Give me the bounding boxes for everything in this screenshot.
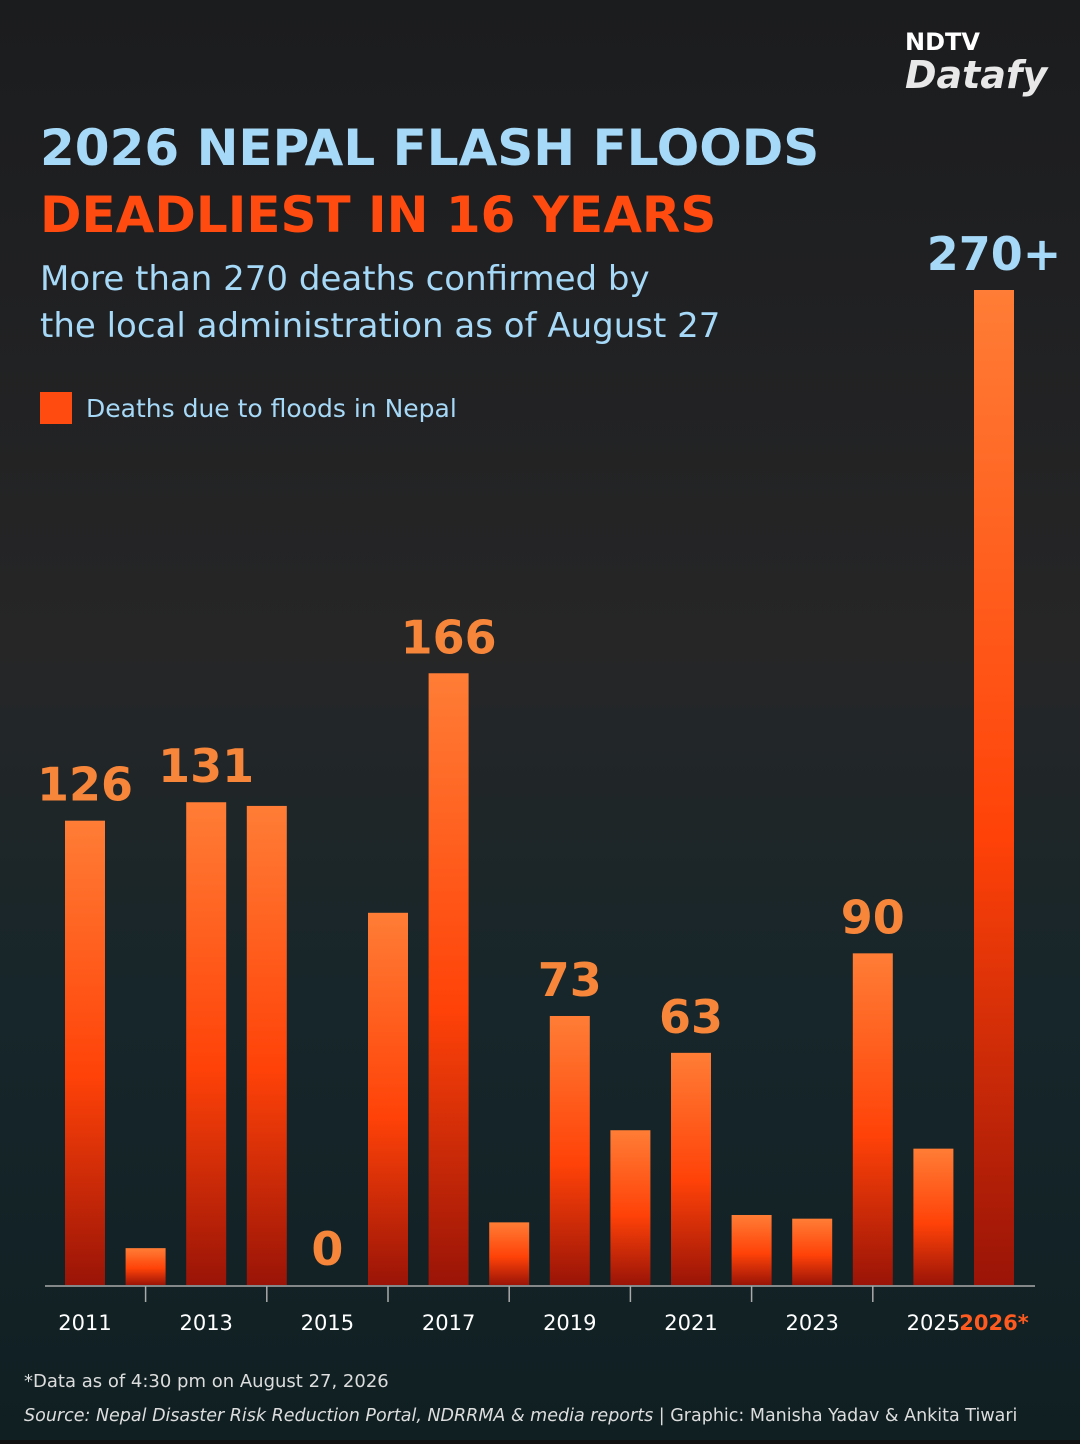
- bar: [125, 1248, 166, 1285]
- brand-bottom: Datafy: [905, 53, 1050, 97]
- bar: [671, 1052, 711, 1285]
- bar: [186, 802, 227, 1285]
- value-label: 63: [659, 990, 723, 1044]
- value-label: 166: [401, 610, 497, 664]
- bar: [974, 290, 1014, 1285]
- source-line: Source: Nepal Disaster Risk Reduction Po…: [24, 1406, 1017, 1426]
- bar: [610, 1130, 651, 1285]
- x-tick-label: 2019: [543, 1311, 596, 1335]
- value-label: 90: [841, 890, 905, 944]
- x-tick-label: 2017: [422, 1311, 475, 1335]
- legend-label: Deaths due to floods in Nepal: [86, 394, 457, 423]
- bar: [549, 1015, 590, 1285]
- bar: [65, 820, 105, 1285]
- title-highlight: DEADLIEST IN 16 YEARS: [40, 186, 716, 244]
- x-tick-label: 2025: [907, 1311, 960, 1335]
- value-label: 0: [311, 1222, 343, 1276]
- bar: [731, 1214, 772, 1285]
- bar: [489, 1222, 530, 1285]
- bar: [368, 912, 408, 1285]
- bar: [246, 805, 287, 1285]
- brand-top: NDTV: [905, 28, 980, 56]
- bar: [913, 1148, 954, 1285]
- footnote: *Data as of 4:30 pm on August 27, 2026: [24, 1371, 389, 1392]
- value-label: 73: [538, 953, 602, 1007]
- x-tick-label: 2021: [664, 1311, 717, 1335]
- value-label: 126: [37, 758, 133, 812]
- value-label: 131: [158, 739, 254, 793]
- x-tick-label: 2026*: [959, 1311, 1028, 1335]
- legend-swatch: [40, 392, 72, 424]
- x-tick-label: 2013: [179, 1311, 232, 1335]
- x-tick-label: 2011: [58, 1311, 111, 1335]
- bar: [428, 673, 469, 1285]
- credit: | Graphic: Manisha Yadav & Ankita Tiwari: [659, 1406, 1018, 1426]
- source: Source: Nepal Disaster Risk Reduction Po…: [24, 1406, 653, 1426]
- subtitle: More than 270 deaths confirmed by: [40, 259, 650, 299]
- subtitle: the local administration as of August 27: [40, 306, 720, 346]
- title: 2026 NEPAL FLASH FLOODS: [40, 119, 819, 177]
- bar: [852, 953, 893, 1285]
- x-tick-label: 2015: [301, 1311, 354, 1335]
- value-label: 270+: [927, 227, 1062, 281]
- x-tick-label: 2023: [785, 1311, 838, 1335]
- bar: [792, 1218, 833, 1285]
